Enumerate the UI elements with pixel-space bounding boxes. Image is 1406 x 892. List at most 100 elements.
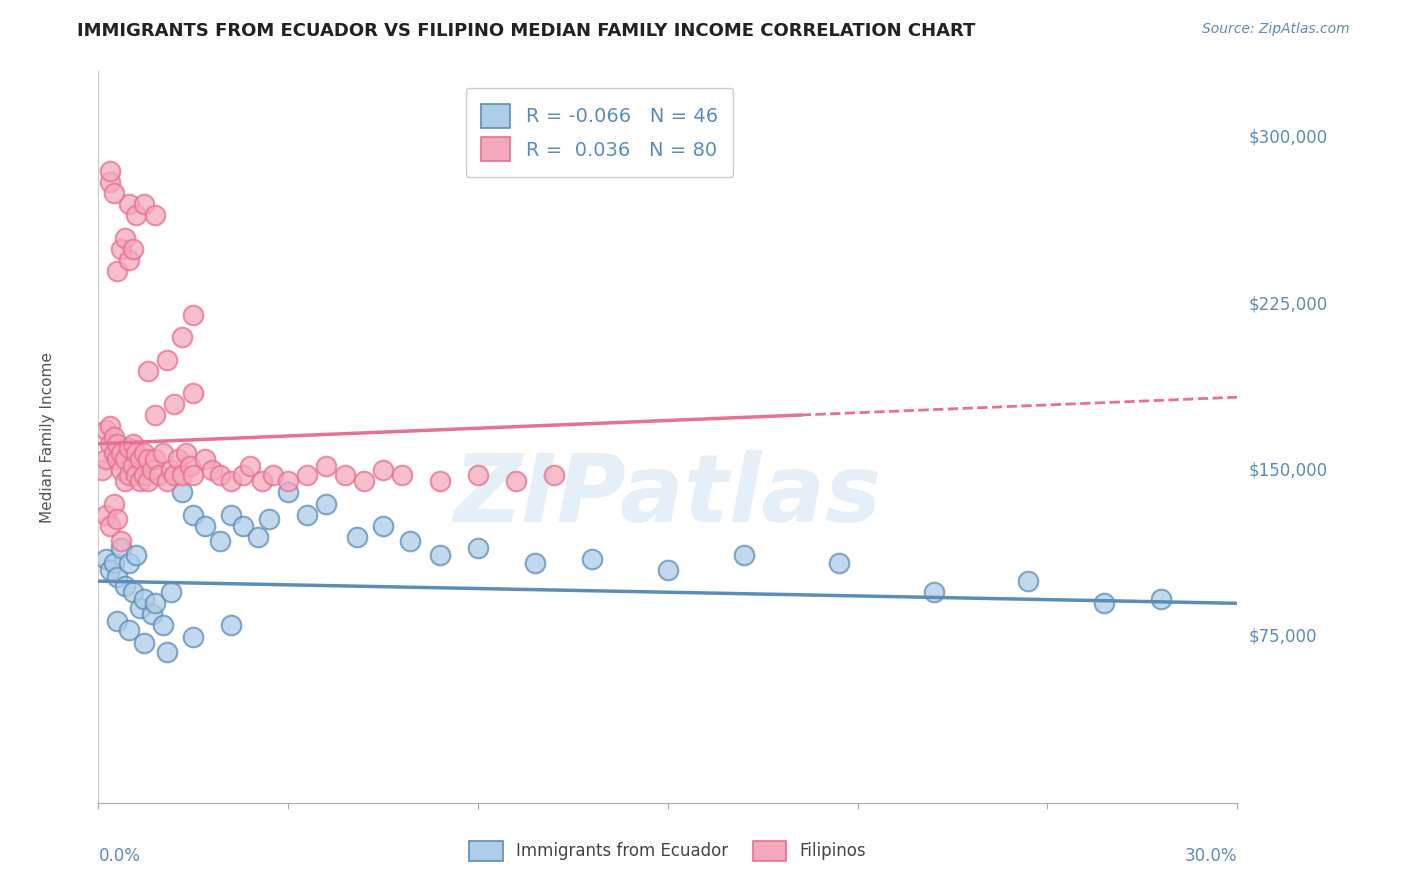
Point — [315, 497, 337, 511]
Point — [922, 585, 945, 599]
Point — [141, 463, 163, 477]
Point — [132, 467, 155, 482]
Point — [505, 475, 527, 489]
Point — [110, 242, 132, 256]
Point — [159, 585, 181, 599]
Text: IMMIGRANTS FROM ECUADOR VS FILIPINO MEDIAN FAMILY INCOME CORRELATION CHART: IMMIGRANTS FROM ECUADOR VS FILIPINO MEDI… — [77, 22, 976, 40]
Point — [114, 230, 136, 244]
Point — [129, 452, 152, 467]
Point — [315, 458, 337, 473]
Point — [118, 557, 141, 571]
Point — [125, 548, 148, 562]
Point — [159, 463, 181, 477]
Point — [246, 530, 269, 544]
Text: Median Family Income: Median Family Income — [39, 351, 55, 523]
Point — [145, 452, 167, 467]
Point — [250, 475, 273, 489]
Text: 30.0%: 30.0% — [1185, 847, 1237, 864]
Point — [1094, 596, 1116, 610]
Point — [194, 518, 217, 533]
Point — [398, 534, 420, 549]
Point — [167, 452, 190, 467]
Point — [107, 512, 129, 526]
Point — [118, 623, 141, 637]
Point — [98, 419, 121, 434]
Point — [232, 467, 254, 482]
Point — [114, 578, 136, 592]
Point — [467, 541, 489, 555]
Point — [353, 475, 375, 489]
Point — [103, 186, 125, 201]
Point — [121, 242, 143, 256]
Point — [148, 467, 170, 482]
Point — [543, 467, 565, 482]
Point — [94, 424, 117, 438]
Point — [335, 467, 357, 482]
Point — [103, 445, 125, 459]
Point — [110, 463, 132, 477]
Point — [1150, 591, 1173, 606]
Text: $75,000: $75,000 — [1249, 628, 1317, 646]
Point — [183, 467, 205, 482]
Point — [98, 518, 121, 533]
Point — [107, 614, 129, 628]
Point — [156, 352, 179, 367]
Point — [183, 385, 205, 400]
Point — [125, 445, 148, 459]
Point — [94, 508, 117, 522]
Point — [152, 445, 174, 459]
Point — [110, 534, 132, 549]
Point — [429, 548, 451, 562]
Point — [733, 548, 755, 562]
Point — [297, 508, 319, 522]
Point — [163, 467, 186, 482]
Point — [125, 467, 148, 482]
Point — [221, 618, 243, 632]
Point — [132, 591, 155, 606]
Point — [121, 585, 143, 599]
Point — [98, 563, 121, 577]
Point — [136, 475, 159, 489]
Point — [121, 458, 143, 473]
Point — [103, 497, 125, 511]
Point — [136, 452, 159, 467]
Point — [467, 467, 489, 482]
Point — [371, 518, 394, 533]
Point — [98, 164, 121, 178]
Point — [145, 408, 167, 422]
Point — [277, 485, 299, 500]
Point — [98, 175, 121, 189]
Point — [136, 363, 159, 377]
Point — [103, 430, 125, 444]
Point — [94, 552, 117, 566]
Point — [132, 636, 155, 650]
Point — [170, 330, 193, 344]
Point — [110, 541, 132, 555]
Point — [391, 467, 413, 482]
Point — [145, 596, 167, 610]
Point — [208, 467, 231, 482]
Point — [170, 485, 193, 500]
Point — [429, 475, 451, 489]
Point — [118, 197, 141, 211]
Point — [183, 630, 205, 644]
Point — [132, 197, 155, 211]
Point — [232, 518, 254, 533]
Point — [163, 397, 186, 411]
Point — [581, 552, 603, 566]
Point — [183, 508, 205, 522]
Point — [828, 557, 851, 571]
Point — [156, 645, 179, 659]
Text: ZIPatlas: ZIPatlas — [454, 450, 882, 541]
Point — [1018, 574, 1040, 589]
Text: 0.0%: 0.0% — [98, 847, 141, 864]
Point — [110, 445, 132, 459]
Point — [221, 508, 243, 522]
Point — [107, 264, 129, 278]
Point — [524, 557, 547, 571]
Point — [657, 563, 679, 577]
Point — [152, 618, 174, 632]
Point — [262, 467, 284, 482]
Point — [121, 436, 143, 450]
Point — [107, 436, 129, 450]
